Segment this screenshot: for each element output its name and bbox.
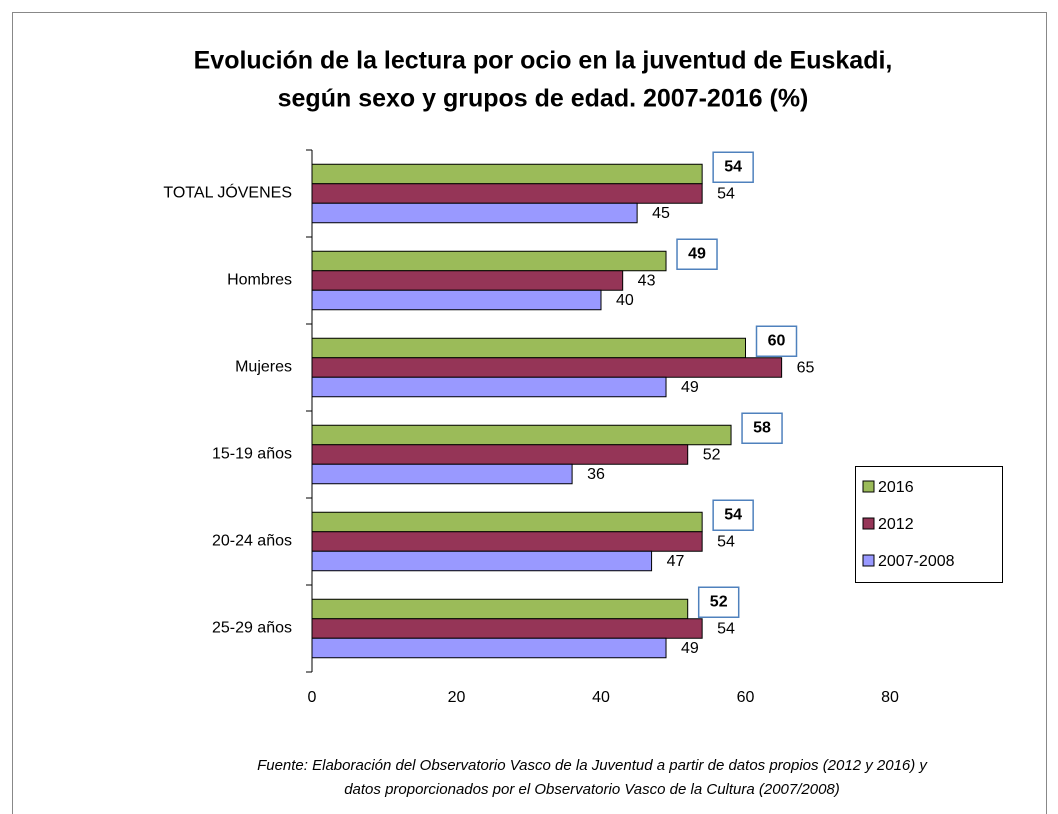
data-label: 49 (681, 640, 699, 657)
data-label: 36 (587, 466, 605, 483)
bar (311, 531, 703, 552)
data-label-box (697, 586, 740, 618)
data-label: 65 (797, 360, 815, 377)
data-label: 54 (724, 506, 742, 523)
x-tick-label: 60 (737, 689, 755, 706)
data-label: 47 (667, 553, 685, 570)
legend-label: 2012 (878, 516, 914, 533)
data-label: 54 (717, 621, 735, 638)
data-label: 45 (652, 205, 670, 222)
chart-title: Evolución de la lectura por ocio en la j… (194, 47, 893, 75)
y-tick-label: 20-24 años (212, 533, 292, 550)
data-label: 54 (717, 186, 735, 203)
bar (311, 202, 638, 224)
frame (12, 12, 1047, 814)
legend-box (855, 466, 1003, 583)
y-tick-label: 15-19 años (212, 446, 292, 463)
data-label-box (712, 499, 754, 531)
bar (311, 270, 624, 291)
data-label-box (755, 325, 798, 357)
bar (311, 357, 783, 378)
x-tick-label: 80 (881, 689, 899, 706)
x-tick-label: 20 (448, 689, 466, 706)
bar (311, 183, 703, 204)
bar (311, 637, 667, 659)
bar (311, 376, 667, 398)
bar (311, 250, 667, 272)
y-tick-label: Hombres (227, 272, 292, 289)
bar (311, 511, 703, 533)
bar (311, 163, 703, 185)
data-label: 60 (768, 332, 786, 349)
data-label: 54 (724, 158, 742, 175)
data-label: 40 (616, 292, 634, 309)
bar (311, 598, 689, 620)
bar (311, 289, 602, 311)
legend-swatch (862, 517, 875, 530)
legend-label: 2007-2008 (878, 553, 955, 570)
bar (311, 444, 689, 465)
x-tick-label: 0 (308, 689, 317, 706)
bar (311, 550, 653, 572)
bar (311, 337, 746, 359)
source-note: datos proporcionados por el Observatorio… (344, 781, 840, 798)
data-label-box (676, 238, 718, 270)
data-label-box (741, 412, 783, 444)
y-tick-label: 25-29 años (212, 620, 292, 637)
y-tick-label: Mujeres (235, 359, 292, 376)
chart-title: según sexo y grupos de edad. 2007-2016 (… (278, 85, 809, 113)
legend-swatch (862, 554, 875, 567)
data-label: 43 (638, 273, 656, 290)
data-label: 54 (717, 534, 735, 551)
data-label: 52 (703, 447, 721, 464)
data-label-box (712, 151, 754, 183)
legend-label: 2016 (878, 479, 914, 496)
legend-swatch (862, 480, 875, 493)
x-tick-label: 40 (592, 689, 610, 706)
bar (311, 424, 732, 446)
source-note: Fuente: Elaboración del Observatorio Vas… (257, 757, 928, 774)
data-label: 58 (753, 419, 771, 436)
bar (311, 463, 573, 485)
bar (311, 618, 703, 639)
data-label: 52 (710, 593, 728, 610)
data-label: 49 (681, 379, 699, 396)
y-tick-label: TOTAL JÓVENES (163, 183, 292, 202)
data-label: 49 (688, 245, 706, 262)
